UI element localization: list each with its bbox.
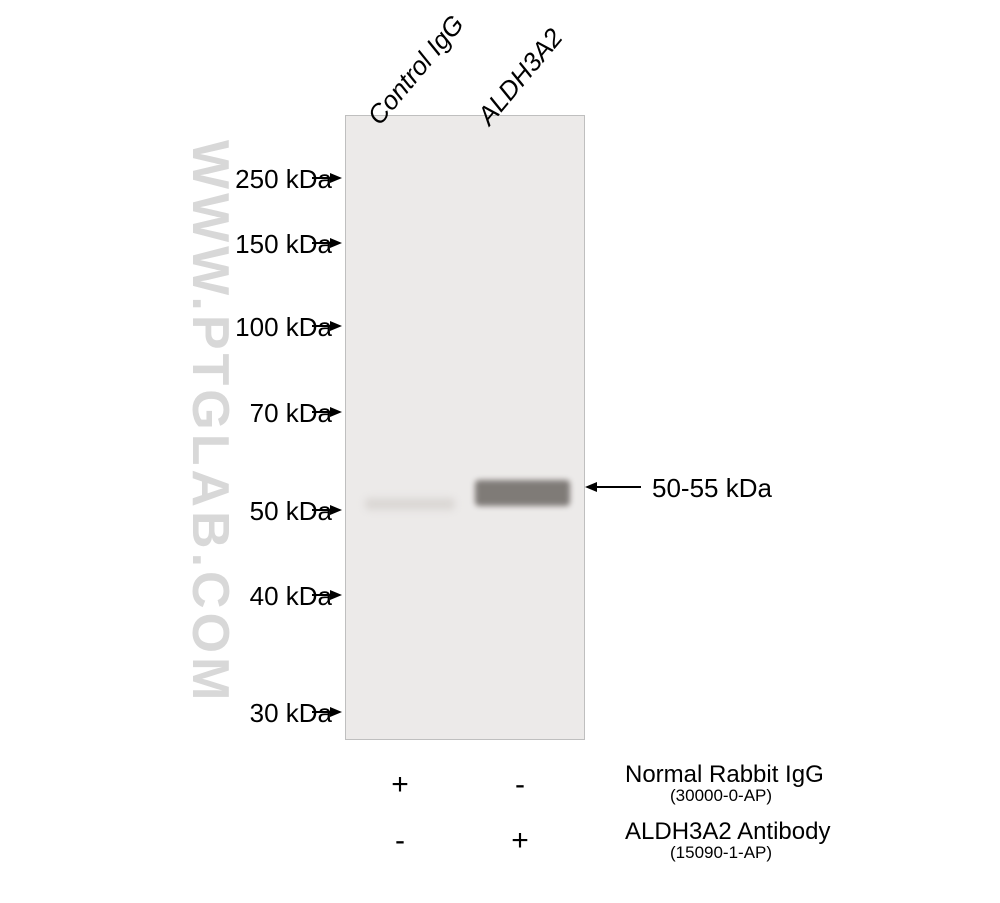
band-aldh3a2 xyxy=(475,480,570,506)
mw-label-2: 100 kDa xyxy=(235,312,332,343)
watermark-text: WWW.PTGLAB.COM xyxy=(180,140,240,704)
pm-cell-r0-c0: + xyxy=(388,768,412,802)
antibody-catalog-0: (30000-0-AP) xyxy=(670,786,772,806)
mw-label-5: 40 kDa xyxy=(250,581,332,612)
band-pointer-arrow xyxy=(585,482,641,492)
lane-label-0: Control IgG xyxy=(361,9,470,131)
band-size-label: 50-55 kDa xyxy=(652,473,772,504)
mw-label-3: 70 kDa xyxy=(250,398,332,429)
mw-label-4: 50 kDa xyxy=(250,496,332,527)
mw-label-1: 150 kDa xyxy=(235,229,332,260)
band-control-faint xyxy=(365,498,455,510)
arrow-head-icon xyxy=(585,482,597,492)
pm-cell-r0-c1: - xyxy=(508,768,532,802)
arrow-shaft xyxy=(597,486,641,488)
mw-label-0: 250 kDa xyxy=(235,164,332,195)
antibody-name-1: ALDH3A2 Antibody xyxy=(625,818,830,846)
blot-membrane xyxy=(345,115,585,740)
mw-label-6: 30 kDa xyxy=(250,698,332,729)
antibody-catalog-1: (15090-1-AP) xyxy=(670,843,772,863)
figure-container: WWW.PTGLAB.COM Control IgGALDH3A2 250 kD… xyxy=(0,0,1000,903)
antibody-name-0: Normal Rabbit IgG xyxy=(625,761,824,789)
pm-cell-r1-c1: + xyxy=(508,824,532,858)
pm-cell-r1-c0: - xyxy=(388,824,412,858)
